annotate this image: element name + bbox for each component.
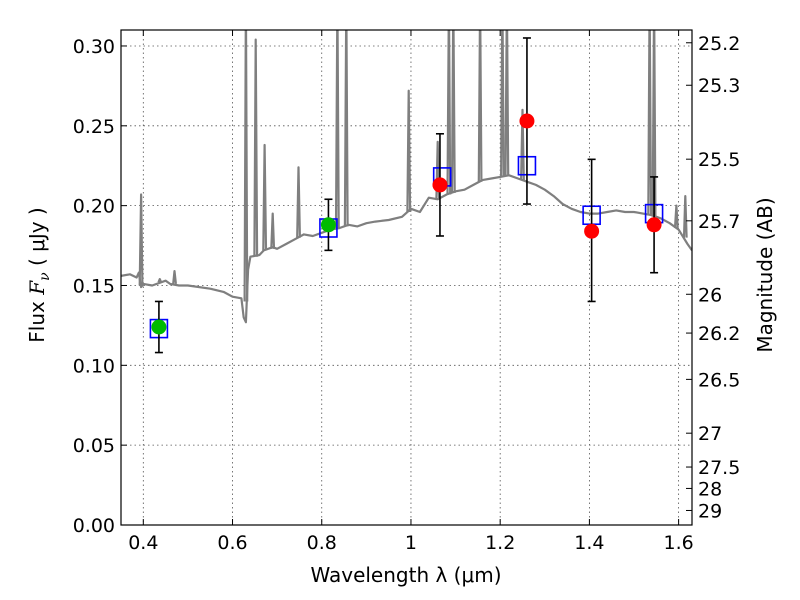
observed-point <box>646 217 662 233</box>
right-tick-label: 27.5 <box>698 457 740 479</box>
y-tick-label: 0.15 <box>73 275 115 297</box>
y-tick-label: 0.10 <box>73 355 115 377</box>
y-tick-label: 0.25 <box>73 116 115 138</box>
y-tick-label: 0.20 <box>73 196 115 218</box>
right-tick-label: 27 <box>698 423 722 445</box>
emission-line <box>504 30 510 176</box>
y-axis-label-left: Flux Fν ( μJy ) <box>25 207 53 342</box>
x-tick-label: 1.6 <box>664 532 694 554</box>
observed-point <box>519 113 535 129</box>
emission-line <box>157 278 163 283</box>
axis-ticks: 0.4 0.6 0.8 1 1.2 1.4 1.6 0.00 0.05 0.10 0.15 0.20 0… <box>73 30 740 554</box>
x-tick-label: 0.6 <box>217 532 247 554</box>
emission-line <box>253 38 259 257</box>
emission-line <box>334 30 340 229</box>
emission-line <box>450 30 456 193</box>
emission-line <box>651 30 657 217</box>
emission-line <box>673 204 679 229</box>
observed-point <box>320 217 336 233</box>
plot-frame <box>120 29 693 526</box>
x-tick-label: 1.2 <box>485 532 515 554</box>
observed-point <box>584 223 600 239</box>
y-tick-label: 0.30 <box>73 36 115 58</box>
emission-line <box>262 143 268 251</box>
emission-line <box>406 89 412 213</box>
spectrum-line <box>121 174 692 324</box>
right-tick-label: 26.5 <box>698 369 740 391</box>
emission-line <box>500 30 505 177</box>
right-tick-label: 26 <box>698 284 722 306</box>
emission-line <box>343 30 349 227</box>
observed-point <box>151 319 167 335</box>
emission-line <box>172 270 177 285</box>
emission-line <box>138 193 144 286</box>
right-tick-label: 29 <box>698 500 722 522</box>
x-tick-label: 1 <box>405 532 417 554</box>
x-axis-label: Wavelength λ (μm) <box>310 563 501 587</box>
right-tick-label: 25.7 <box>698 211 740 233</box>
right-tick-label: 26.2 <box>698 323 740 345</box>
right-tick-label: 28 <box>698 478 722 500</box>
observed-point <box>432 177 448 193</box>
y-axis-label-right: Magnitude (AB) <box>753 197 777 352</box>
emission-line <box>647 30 653 216</box>
y-tick-label: 0.00 <box>73 515 115 537</box>
emission-line <box>296 166 301 238</box>
emission-line <box>477 30 483 182</box>
right-tick-label: 25.3 <box>698 75 740 97</box>
emission-line <box>682 195 688 238</box>
grid <box>121 30 692 526</box>
emission-line <box>446 30 452 195</box>
emission-line <box>270 212 276 249</box>
x-tick-label: 1.4 <box>574 532 604 554</box>
right-tick-label: 25.5 <box>698 149 740 171</box>
x-tick-label: 0.4 <box>128 532 158 554</box>
right-tick-label: 25.2 <box>698 33 740 55</box>
emission-line <box>243 30 249 302</box>
y-tick-label: 0.05 <box>73 435 115 457</box>
x-tick-label: 0.8 <box>307 532 337 554</box>
plot-background <box>121 30 692 525</box>
plot-area <box>121 30 692 354</box>
